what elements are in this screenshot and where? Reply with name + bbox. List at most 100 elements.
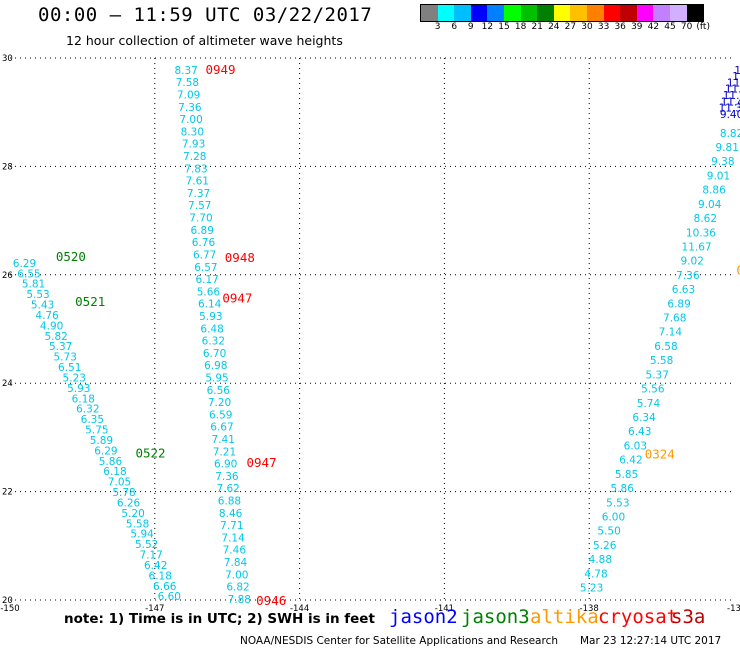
pass-time-labels: 0949 0948 0947 0947 0946 0520 0521 0522 0323 0324 [56,62,740,608]
axis-labels: -150 -147 -144 -141 -138 -13 20 22 24 26 28 30 [0,54,740,614]
wave-height-value: 4.90 [40,320,63,332]
wave-height-value: 5.73 [54,352,77,364]
color-scale-tick: 18 [514,22,527,32]
longitude-tick-label: -144 [290,604,309,614]
color-scale-tick: 12 [481,22,494,32]
color-scale-tick: 27 [564,22,577,32]
wave-height-value: 5.81 [22,279,45,291]
color-scale-cell [487,5,504,21]
wave-height-value: 6.76 [192,237,216,249]
altimeter-track: 6.296.555.815.535.434.764.905.825.375.73… [13,258,181,603]
color-scale-cell [421,5,438,21]
color-scale-cell [470,5,488,21]
latitude-tick-label: 22 [2,488,13,498]
wave-height-value: 7.36 [676,270,700,282]
mission-label-jason2: jason2 [389,606,458,628]
wave-height-value: 7.41 [212,434,235,446]
wave-height-value: 7.70 [189,213,212,225]
wave-height-value: 11.43 [721,96,740,108]
wave-height-value: 6.43 [628,426,651,438]
color-scale-tick: 42 [647,22,660,32]
longitude-tick-label: -150 [0,604,19,614]
color-scale-tick: 3 [434,22,441,32]
color-scale-cell [553,5,571,21]
pass-time-label: 0522 [135,446,165,461]
wave-height-value: 6.29 [94,445,117,457]
wave-height-value: 10.4 [734,65,740,77]
wave-height-value: 7.05 [108,477,131,489]
wave-height-value: 6.55 [17,268,40,280]
wave-height-value: 6.70 [203,348,226,360]
pass-time-label: 0520 [56,249,86,264]
color-scale-tick: 70 [680,22,693,32]
wave-height-value: 9.04 [698,199,722,211]
pass-time-label: 0323 [736,262,740,277]
wave-height-value: 7.71 [220,520,243,532]
wave-height-value: 6.48 [200,323,223,335]
color-scale-tick: 6 [451,22,458,32]
wave-height-value: 6.89 [667,298,690,310]
wave-height-value: 8.37 [174,65,197,77]
wave-height-value: 11.71 [725,84,740,96]
wave-height-value: 7.36 [215,471,239,483]
wave-height-value: 5.74 [637,398,661,410]
wave-height-value: 7.09 [177,90,200,102]
latitude-tick-label: 20 [2,596,13,606]
longitude-tick-label: -138 [580,604,599,614]
color-scale-tick: 30 [581,22,593,32]
wave-height-value: 5.94 [130,529,154,541]
wave-height-value: 6.66 [153,581,177,593]
wave-height-value: 11.34 [719,103,740,115]
wave-height-value: 10.36 [686,227,716,239]
color-scale-tick: 15 [498,22,510,32]
wave-height-value: 11.67 [682,241,712,253]
wave-height-value: 6.00 [602,511,625,523]
chart-title: 00:00 – 11:59 UTC 03/22/2017 [38,4,373,26]
wave-height-value: 6.51 [58,362,81,374]
pass-time-label: 0946 [256,593,286,608]
color-scale-cell [570,5,587,21]
color-scale-tick: 21 [531,22,543,32]
color-scale-cell [636,5,654,21]
color-scale-cell [537,5,554,21]
wave-height-value: 4.76 [35,310,59,322]
wave-height-value: 6.98 [204,360,227,372]
wave-height-value: 5.53 [26,289,49,301]
chart-subtitle: 12 hour collection of altimeter wave hei… [66,33,343,48]
color-scale-legend [420,4,705,22]
color-scale-cell [653,5,670,21]
pass-time-label: 0949 [205,62,235,77]
wave-height-value: 7.00 [179,114,202,126]
altimeter-track: 8.377.587.097.367.008.307.937.287.837.61… [174,65,250,606]
wave-height-value: 8.86 [702,185,726,197]
wave-height-value: 6.63 [672,284,695,296]
wave-height-value: 7.62 [216,483,239,495]
wave-height-value: 5.43 [31,300,54,312]
pass-time-label: 0521 [75,294,105,309]
wave-height-value: 6.32 [76,404,99,416]
altimeter-tracks: 6.296.555.815.535.434.764.905.825.375.73… [13,65,740,606]
wave-height-value: 8.46 [219,508,243,520]
wave-height-value: 6.14 [198,299,222,311]
wave-height-value: 7.57 [188,200,211,212]
pass-time-label: 0324 [645,447,675,462]
wave-height-value: 7.17 [139,550,162,562]
wave-height-value: 8.82 [720,128,740,140]
wave-height-value: 5.85 [615,469,638,481]
credit-line: NOAA/NESDIS Center for Satellite Applica… [240,635,558,647]
wave-height-value: 6.18 [149,570,172,582]
wave-height-value: 6.56 [207,385,231,397]
pass-time-label: 0948 [225,250,255,265]
wave-height-value: 6.57 [194,262,217,274]
color-scale-tick: 39 [631,22,643,32]
wave-height-value: 4.88 [589,554,612,566]
wave-height-value: 5.78 [112,487,135,499]
wave-height-value: 7.14 [221,532,245,544]
color-scale-tick: 36 [614,22,626,32]
longitude-tick-label: -141 [435,604,454,614]
color-scale-cell [586,5,604,21]
latitude-tick-label: 24 [2,379,13,389]
wave-height-value: 6.59 [209,409,232,421]
wave-height-value: 6.17 [195,274,218,286]
wave-height-value: 5.66 [197,286,221,298]
